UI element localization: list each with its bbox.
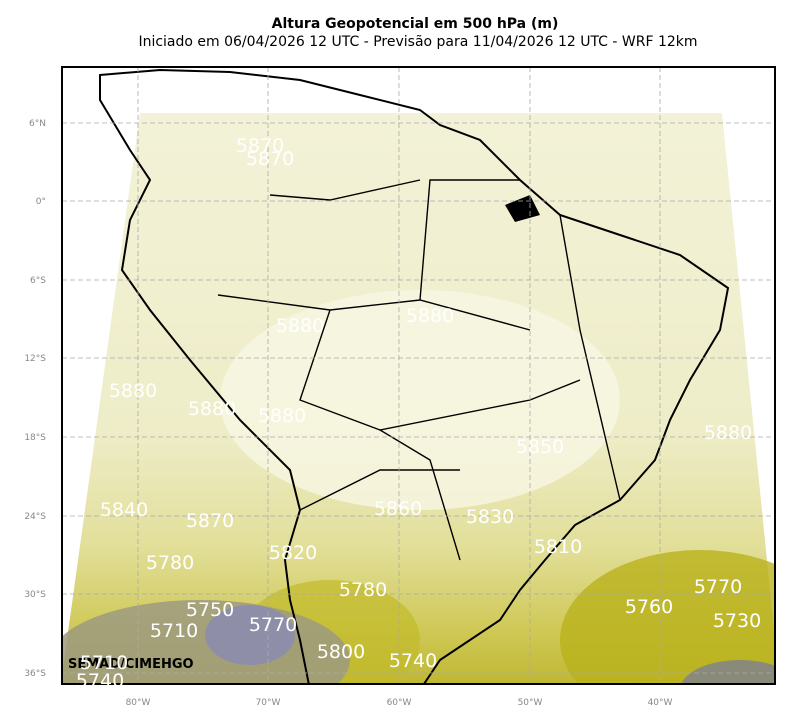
- contour-label: 5880: [188, 398, 236, 420]
- lat-label: 30°S: [24, 590, 46, 600]
- lon-label: 40°W: [648, 698, 673, 708]
- contour-label: 5740: [389, 650, 437, 672]
- lat-label: 18°S: [24, 433, 46, 443]
- contour-label: 5800: [317, 641, 365, 663]
- contour-label: 5880: [258, 405, 306, 427]
- contour-label: 5880: [704, 422, 752, 444]
- lon-label: 50°W: [518, 698, 543, 708]
- field: [62, 68, 775, 684]
- contour-label: 5830: [466, 506, 514, 528]
- contour-label: 5760: [625, 596, 673, 618]
- graticule: [62, 67, 775, 684]
- contour-label: 5810: [534, 536, 582, 558]
- contour-label: 5710: [80, 652, 128, 674]
- lat-label: 12°S: [24, 354, 46, 364]
- lat-label: 36°S: [24, 669, 46, 679]
- lat-label: 6°N: [29, 119, 46, 129]
- contour-label: 5780: [339, 579, 387, 601]
- lon-label: 60°W: [387, 698, 412, 708]
- contour-label: 5850: [516, 436, 564, 458]
- contour-label: 5750: [186, 599, 234, 621]
- contour-label: 5840: [100, 499, 148, 521]
- contour-label: 5730: [713, 610, 761, 632]
- contour-label: 5870: [186, 510, 234, 532]
- lat-label: 6°S: [30, 276, 46, 286]
- contour-label: 5780: [146, 552, 194, 574]
- map-frame: [61, 66, 776, 685]
- contour-label: 5770: [694, 576, 742, 598]
- contour-label: 5820: [269, 542, 317, 564]
- lon-label: 80°W: [126, 698, 151, 708]
- contour-label: 5880: [276, 315, 324, 337]
- contour-label: 5770: [249, 614, 297, 636]
- lon-label: 70°W: [256, 698, 281, 708]
- contour-label: 5870: [236, 135, 284, 157]
- lat-label: 0°: [36, 197, 46, 207]
- contour-label: 5880: [406, 305, 454, 327]
- lat-label: 24°S: [24, 512, 46, 522]
- subtitle: Iniciado em 06/04/2026 12 UTC - Previsão…: [138, 34, 697, 50]
- contour-label: 5710: [150, 620, 198, 642]
- contour-label: 5860: [374, 498, 422, 520]
- contour-label: 5870: [246, 148, 294, 170]
- contour-label: 5740: [76, 670, 124, 692]
- watermark: SEMAD/CIMEHGO: [68, 657, 194, 672]
- contour-label: 5880: [109, 380, 157, 402]
- title: Altura Geopotencial em 500 hPa (m): [272, 16, 559, 32]
